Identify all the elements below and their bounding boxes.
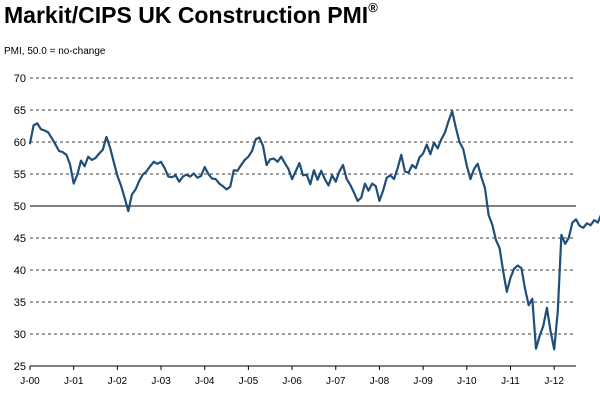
y-tick-label: 70 [14,73,26,85]
y-tick-label: 50 [14,201,26,213]
y-tick-label: 45 [14,233,26,245]
y-tick-label: 60 [14,137,26,149]
x-tick-label: J-08 [370,376,390,387]
y-tick-label: 65 [14,105,26,117]
series-line [28,110,600,351]
y-tick-label: 55 [14,169,26,181]
x-tick-label: J-05 [239,376,259,387]
y-tick-label: 30 [14,329,26,341]
chart-title: Markit/CIPS UK Construction PMI® [4,0,378,28]
x-axis: J-00 J-01 J-02 J-03 J-04 J-05 J-06 J-07 J-08 J-09… [20,365,576,387]
x-tick-label: J-12 [544,376,564,387]
y-tick-label: 25 [14,361,26,373]
x-tick-label: J-01 [64,376,84,387]
x-tick-label: J-10 [457,376,477,387]
chart-subtitle: PMI, 50.0 = no-change [4,46,106,57]
x-tick-label: J-09 [413,376,433,387]
registered-mark: ® [368,0,378,15]
x-tick-label: J-02 [108,376,128,387]
gridlines [30,77,576,335]
y-axis: 25 30 35 40 45 50 55 60 65 70 [14,73,26,373]
x-tick-label: J-06 [282,376,302,387]
x-tick-label: J-00 [20,376,40,387]
x-tick-label: J-07 [326,376,346,387]
x-tick-label: J-04 [195,376,215,387]
y-tick-label: 40 [14,265,26,277]
x-tick-label: J-11 [501,376,520,387]
y-tick-label: 35 [14,297,26,309]
x-tick-label: J-03 [151,376,171,387]
series-group [28,110,600,351]
